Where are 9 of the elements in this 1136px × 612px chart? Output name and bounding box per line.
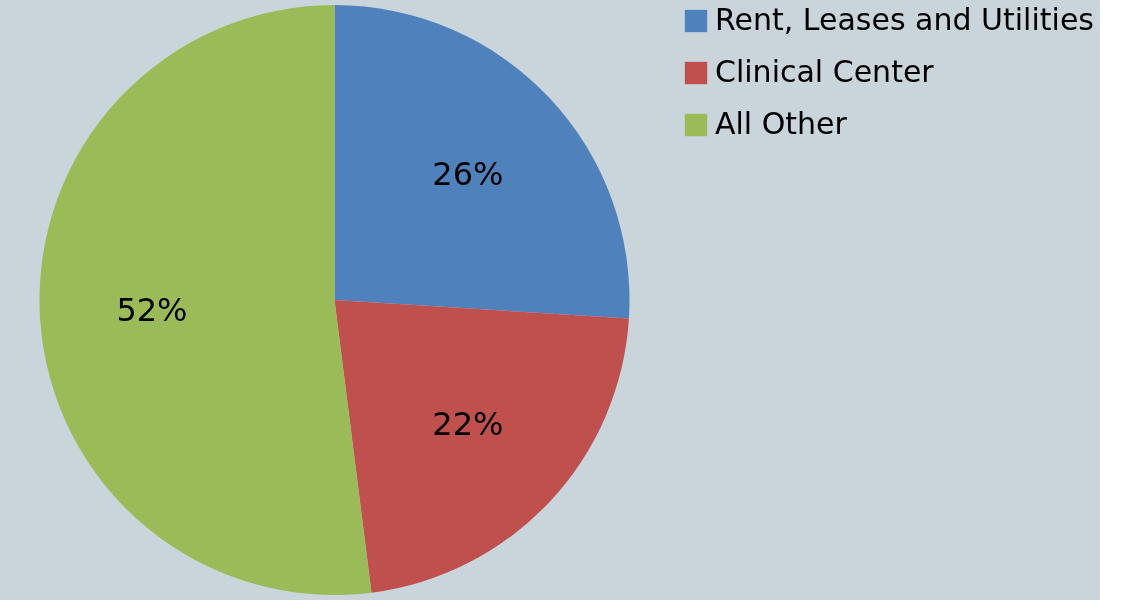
- legend-label: Rent, Leases and Utilities: [715, 2, 1094, 37]
- pie-slice: [334, 5, 629, 319]
- data-label: 52%: [116, 291, 188, 330]
- pie-slice: [334, 300, 629, 593]
- legend-label: All Other: [715, 106, 848, 141]
- pie-slice: [40, 5, 372, 595]
- legend-label: Clinical Center: [715, 54, 935, 89]
- data-label: 22%: [432, 405, 504, 444]
- data-label: 26%: [432, 154, 504, 193]
